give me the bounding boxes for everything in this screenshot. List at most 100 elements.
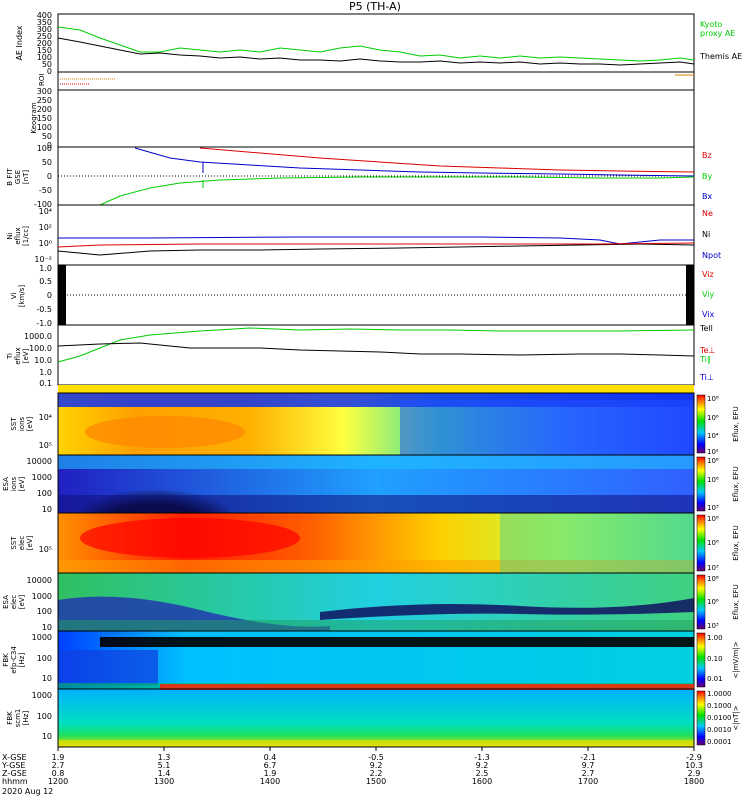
bfield-ylabel: GSE	[14, 170, 22, 184]
density-panel: 10⁴ 10² 10⁰ 10⁻² Ni eflux [1/cc] Ne Ni N…	[6, 204, 721, 266]
esa-ion-tick: 10000	[27, 457, 52, 466]
orbit-value: 1700	[578, 777, 598, 786]
orbit-value: 2.9	[688, 769, 701, 778]
orbit-value: 2.2	[370, 769, 383, 778]
orbit-columns: 1.92.70.812001.35.11.413000.46.71.91400-…	[48, 747, 704, 786]
velocity-ylabel: Vi	[10, 293, 18, 300]
orbit-value: 1.9	[52, 753, 65, 762]
sst-ion-spectrogram: 10⁴ 10⁵ SST ions [eV]	[10, 392, 695, 456]
fbk-e-tick: 10	[42, 674, 52, 683]
cbar-tick: 10⁶	[707, 598, 719, 606]
legend-by: By	[702, 172, 712, 181]
bfield-tick: 50	[42, 158, 52, 167]
keogram-ylabel: Keogram	[30, 102, 38, 133]
velocity-tick: 1.0	[39, 264, 52, 273]
fbk-b-tick: 10	[42, 732, 52, 741]
sst-ion-ylabel: ions	[18, 416, 26, 431]
fbk-b-ylabel: FBK	[6, 711, 14, 725]
density-tick: 10⁻²	[34, 255, 52, 264]
cbar-tick: 10⁸	[707, 515, 719, 523]
legend-bz: Bz	[702, 151, 712, 160]
density-ylabel: eflux	[14, 227, 22, 244]
orbit-value: 9.7	[582, 761, 595, 770]
cbar-label: <|nT|>	[732, 705, 740, 730]
ae-tick: 150	[37, 46, 52, 55]
ae-tick: 0	[47, 67, 52, 76]
sst-elec-ylabel: elec	[18, 536, 26, 551]
bx-line	[134, 147, 695, 177]
orbit-value: 1800	[684, 777, 704, 786]
cbar-label: Eflux, EFU	[732, 466, 740, 501]
by-line	[99, 176, 695, 206]
cbar-tick: 0.01	[707, 675, 723, 683]
orbit-value: 1.4	[158, 769, 171, 778]
orbit-value: 9.2	[476, 761, 489, 770]
sst-ion-tick: 10⁵	[39, 441, 52, 450]
legend-vix: Vix	[702, 310, 715, 319]
orbit-value: -1.3	[474, 753, 490, 762]
cbar-tick: 10⁸	[707, 457, 719, 465]
esa-elec-tick: 10000	[27, 576, 52, 585]
ae-tick: 250	[37, 32, 52, 41]
keogram-tick: 250	[37, 96, 52, 105]
fbk-b-tick: 1000	[32, 691, 52, 700]
ae-tick: 100	[37, 53, 52, 62]
cbar-tick: 10⁶	[707, 414, 719, 422]
ae-tick: 400	[37, 11, 52, 20]
cbar-tick: 10⁶	[707, 539, 719, 547]
fbk-e-ylabel: [Hz]	[18, 653, 26, 668]
cbar-tick: 0.10	[707, 655, 723, 663]
keogram-tick: 200	[37, 105, 52, 114]
bfield-tick: -100	[34, 200, 52, 209]
date-label: 2020 Aug 12	[2, 787, 53, 796]
cbar-tick: 1.00	[707, 634, 723, 642]
velocity-tick: -1.0	[36, 319, 52, 328]
cbar-tick: 0.1000	[707, 702, 732, 710]
legend-viz: Viz	[702, 270, 714, 279]
temp-tick: 0.1	[39, 379, 52, 388]
bz-line	[199, 147, 695, 173]
ae-tick: 300	[37, 25, 52, 34]
bfield-tick: -50	[39, 186, 52, 195]
esa-elec-tick: 10	[42, 623, 52, 632]
orbit-value: 6.7	[264, 761, 277, 770]
temp-tick: 10.0	[34, 356, 52, 365]
sst-ion-ylabel: [eV]	[26, 416, 34, 431]
density-tick: 10⁴	[39, 207, 52, 216]
ae-panel: 400 350 300 250 200 150 100 50 0 AE Inde…	[15, 11, 742, 76]
orbit-value: -0.5	[368, 753, 384, 762]
ae-tick: 350	[37, 18, 52, 27]
sst-elec-spectrogram: 10⁵ SST elec [eV]	[10, 512, 695, 574]
orbit-value: 1400	[260, 777, 280, 786]
keogram-tick: 50	[42, 132, 52, 141]
cbar-label: Eflux, EFU	[732, 584, 740, 619]
esa-ion-tick: 10	[42, 505, 52, 514]
roi-ylabel: ROI	[38, 74, 46, 86]
fbk-bfield-spectrogram: 1000 100 10 FBK scm1 [Hz]	[6, 684, 695, 748]
orbit-value: 0.4	[264, 753, 277, 762]
colorbars: 10⁸ 10⁶ 10⁴ 10² Eflux, EFU 10⁸ 10⁶ 10³ E…	[696, 394, 740, 746]
sst-elec-ylabel: SST	[10, 536, 18, 550]
velocity-tick: -0.5	[36, 305, 52, 314]
temperature-panel: 1000.0 100.0 10.0 1.0 0.1 Ti eflux [eV] …	[6, 324, 715, 388]
flag-bar	[58, 385, 694, 393]
temp-ylabel: eflux	[14, 347, 22, 364]
legend-tell: Tell	[699, 324, 713, 333]
density-tick: 10⁰	[39, 239, 52, 248]
orbit-value: 2.7	[582, 769, 595, 778]
bfield-ylabel: [nT]	[22, 170, 30, 184]
fbk-b-ylabel: [Hz]	[22, 711, 30, 726]
esa-elec-ylabel: ESA	[2, 595, 10, 609]
sst-ion-tick: 10⁴	[39, 413, 52, 422]
velocity-panel: 1.0 0.5 0 -0.5 -1.0 Vi [km/s] Viz Viy Vi…	[10, 264, 715, 328]
legend-proxy-ae: proxy AE	[700, 29, 735, 38]
cbar-label: Eflux, EFU	[732, 525, 740, 560]
fbk-b-tick: 100	[37, 712, 52, 721]
legend-themis-ae: Themis AE	[699, 52, 742, 61]
legend-npot: Npot	[702, 251, 721, 260]
orbit-row-label: Y-GSE	[1, 761, 25, 770]
temp-ylabel: Ti	[6, 353, 14, 360]
cbar-tick: 0.0100	[707, 714, 732, 722]
cbar-tick: 10³	[707, 564, 719, 572]
esa-elec-ylabel: elec	[10, 595, 18, 610]
